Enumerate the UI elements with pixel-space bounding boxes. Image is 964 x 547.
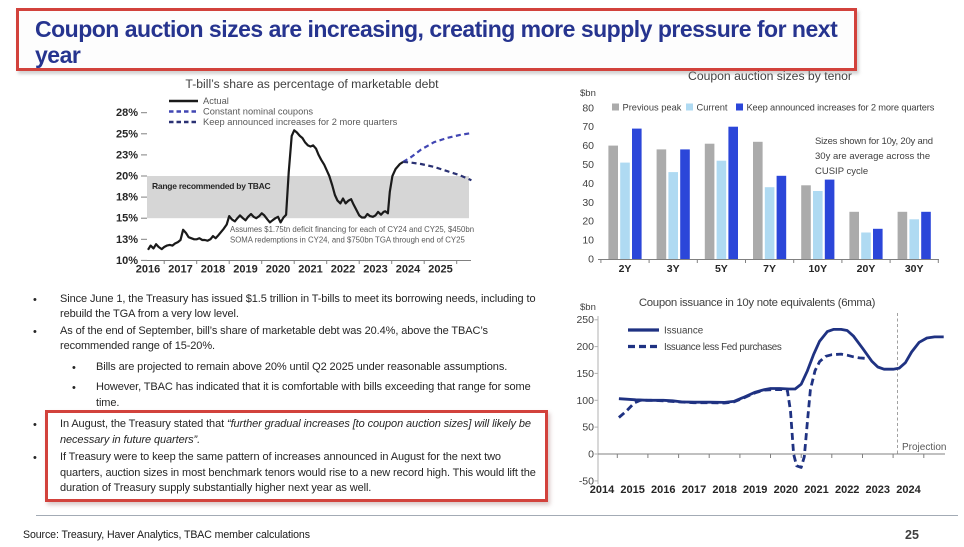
- svg-text:80: 80: [582, 102, 594, 114]
- svg-text:60: 60: [582, 140, 594, 152]
- svg-text:Issuance less Fed purchases: Issuance less Fed purchases: [664, 342, 782, 353]
- svg-text:30y are average across the: 30y are average across the: [815, 151, 930, 162]
- svg-text:Coupon issuance in 10y note eq: Coupon issuance in 10y note equivalents …: [639, 297, 876, 309]
- svg-text:70: 70: [582, 121, 594, 133]
- svg-text:2020: 2020: [266, 264, 290, 276]
- svg-text:Projection: Projection: [902, 442, 946, 453]
- svg-text:3Y: 3Y: [667, 263, 680, 275]
- svg-text:10: 10: [582, 235, 594, 247]
- svg-text:Keep announced increases for 2: Keep announced increases for 2 more quar…: [203, 117, 398, 127]
- svg-text:2022: 2022: [835, 484, 859, 496]
- svg-text:2019: 2019: [743, 484, 767, 496]
- svg-text:Range recommended by TBAC: Range recommended by TBAC: [152, 181, 271, 191]
- svg-text:$bn: $bn: [580, 302, 596, 313]
- svg-text:30: 30: [582, 197, 594, 209]
- svg-text:30Y: 30Y: [905, 263, 924, 275]
- svg-text:Coupon auction sizes by tenor: Coupon auction sizes by tenor: [688, 69, 852, 83]
- svg-text:2015: 2015: [620, 484, 644, 496]
- svg-text:23%: 23%: [116, 149, 138, 161]
- svg-text:2014: 2014: [590, 484, 615, 496]
- svg-text:50: 50: [582, 159, 594, 171]
- svg-text:2023: 2023: [866, 484, 890, 496]
- svg-text:100: 100: [576, 395, 594, 407]
- svg-text:2017: 2017: [168, 264, 192, 276]
- svg-text:Assumes $1.75tn deficit financ: Assumes $1.75tn deficit financing for ea…: [230, 225, 474, 234]
- svg-text:10Y: 10Y: [808, 263, 827, 275]
- svg-text:2023: 2023: [363, 264, 387, 276]
- svg-text:20Y: 20Y: [857, 263, 876, 275]
- svg-text:40: 40: [582, 178, 594, 190]
- svg-text:2016: 2016: [651, 484, 675, 496]
- svg-text:T-bill’s share as percentage o: T-bill’s share as percentage of marketab…: [185, 77, 439, 91]
- svg-text:2Y: 2Y: [619, 263, 632, 275]
- svg-text:Keep announced increases for 2: Keep announced increases for 2 more quar…: [747, 103, 935, 113]
- svg-text:0: 0: [588, 449, 594, 461]
- svg-text:2018: 2018: [201, 264, 225, 276]
- svg-text:0: 0: [588, 254, 594, 266]
- svg-text:Current: Current: [697, 103, 728, 113]
- svg-text:20: 20: [582, 216, 594, 228]
- svg-text:15%: 15%: [116, 213, 138, 225]
- svg-text:2018: 2018: [712, 484, 736, 496]
- svg-text:2024: 2024: [896, 484, 921, 496]
- svg-text:Sizes shown for 10y, 20y and: Sizes shown for 10y, 20y and: [815, 136, 933, 147]
- svg-text:200: 200: [576, 341, 594, 353]
- svg-text:20%: 20%: [116, 171, 138, 183]
- svg-text:2019: 2019: [233, 264, 257, 276]
- svg-text:2025: 2025: [428, 264, 452, 276]
- svg-text:5Y: 5Y: [715, 263, 728, 275]
- svg-text:150: 150: [576, 368, 594, 380]
- svg-text:250: 250: [576, 314, 594, 326]
- svg-text:SOMA redemptions in CY24, and: SOMA redemptions in CY24, and $750bn TGA…: [230, 236, 465, 245]
- svg-text:2017: 2017: [682, 484, 706, 496]
- svg-text:Actual: Actual: [203, 96, 229, 106]
- svg-text:28%: 28%: [116, 107, 138, 119]
- svg-text:-50: -50: [579, 475, 594, 487]
- svg-text:2024: 2024: [396, 264, 421, 276]
- svg-text:2020: 2020: [774, 484, 798, 496]
- svg-text:25%: 25%: [116, 128, 138, 140]
- svg-text:2021: 2021: [804, 484, 828, 496]
- svg-text:2021: 2021: [298, 264, 322, 276]
- svg-text:13%: 13%: [116, 234, 138, 246]
- svg-text:10%: 10%: [116, 255, 138, 267]
- svg-text:CUSIP cycle: CUSIP cycle: [815, 166, 868, 177]
- svg-text:Issuance: Issuance: [664, 326, 704, 337]
- svg-text:Constant nominal coupons: Constant nominal coupons: [203, 107, 313, 117]
- svg-text:18%: 18%: [116, 192, 138, 204]
- svg-text:$bn: $bn: [580, 88, 596, 99]
- svg-text:2022: 2022: [331, 264, 355, 276]
- svg-text:50: 50: [582, 422, 594, 434]
- svg-text:Previous peak: Previous peak: [623, 103, 682, 113]
- svg-text:2016: 2016: [136, 264, 160, 276]
- svg-text:7Y: 7Y: [763, 263, 776, 275]
